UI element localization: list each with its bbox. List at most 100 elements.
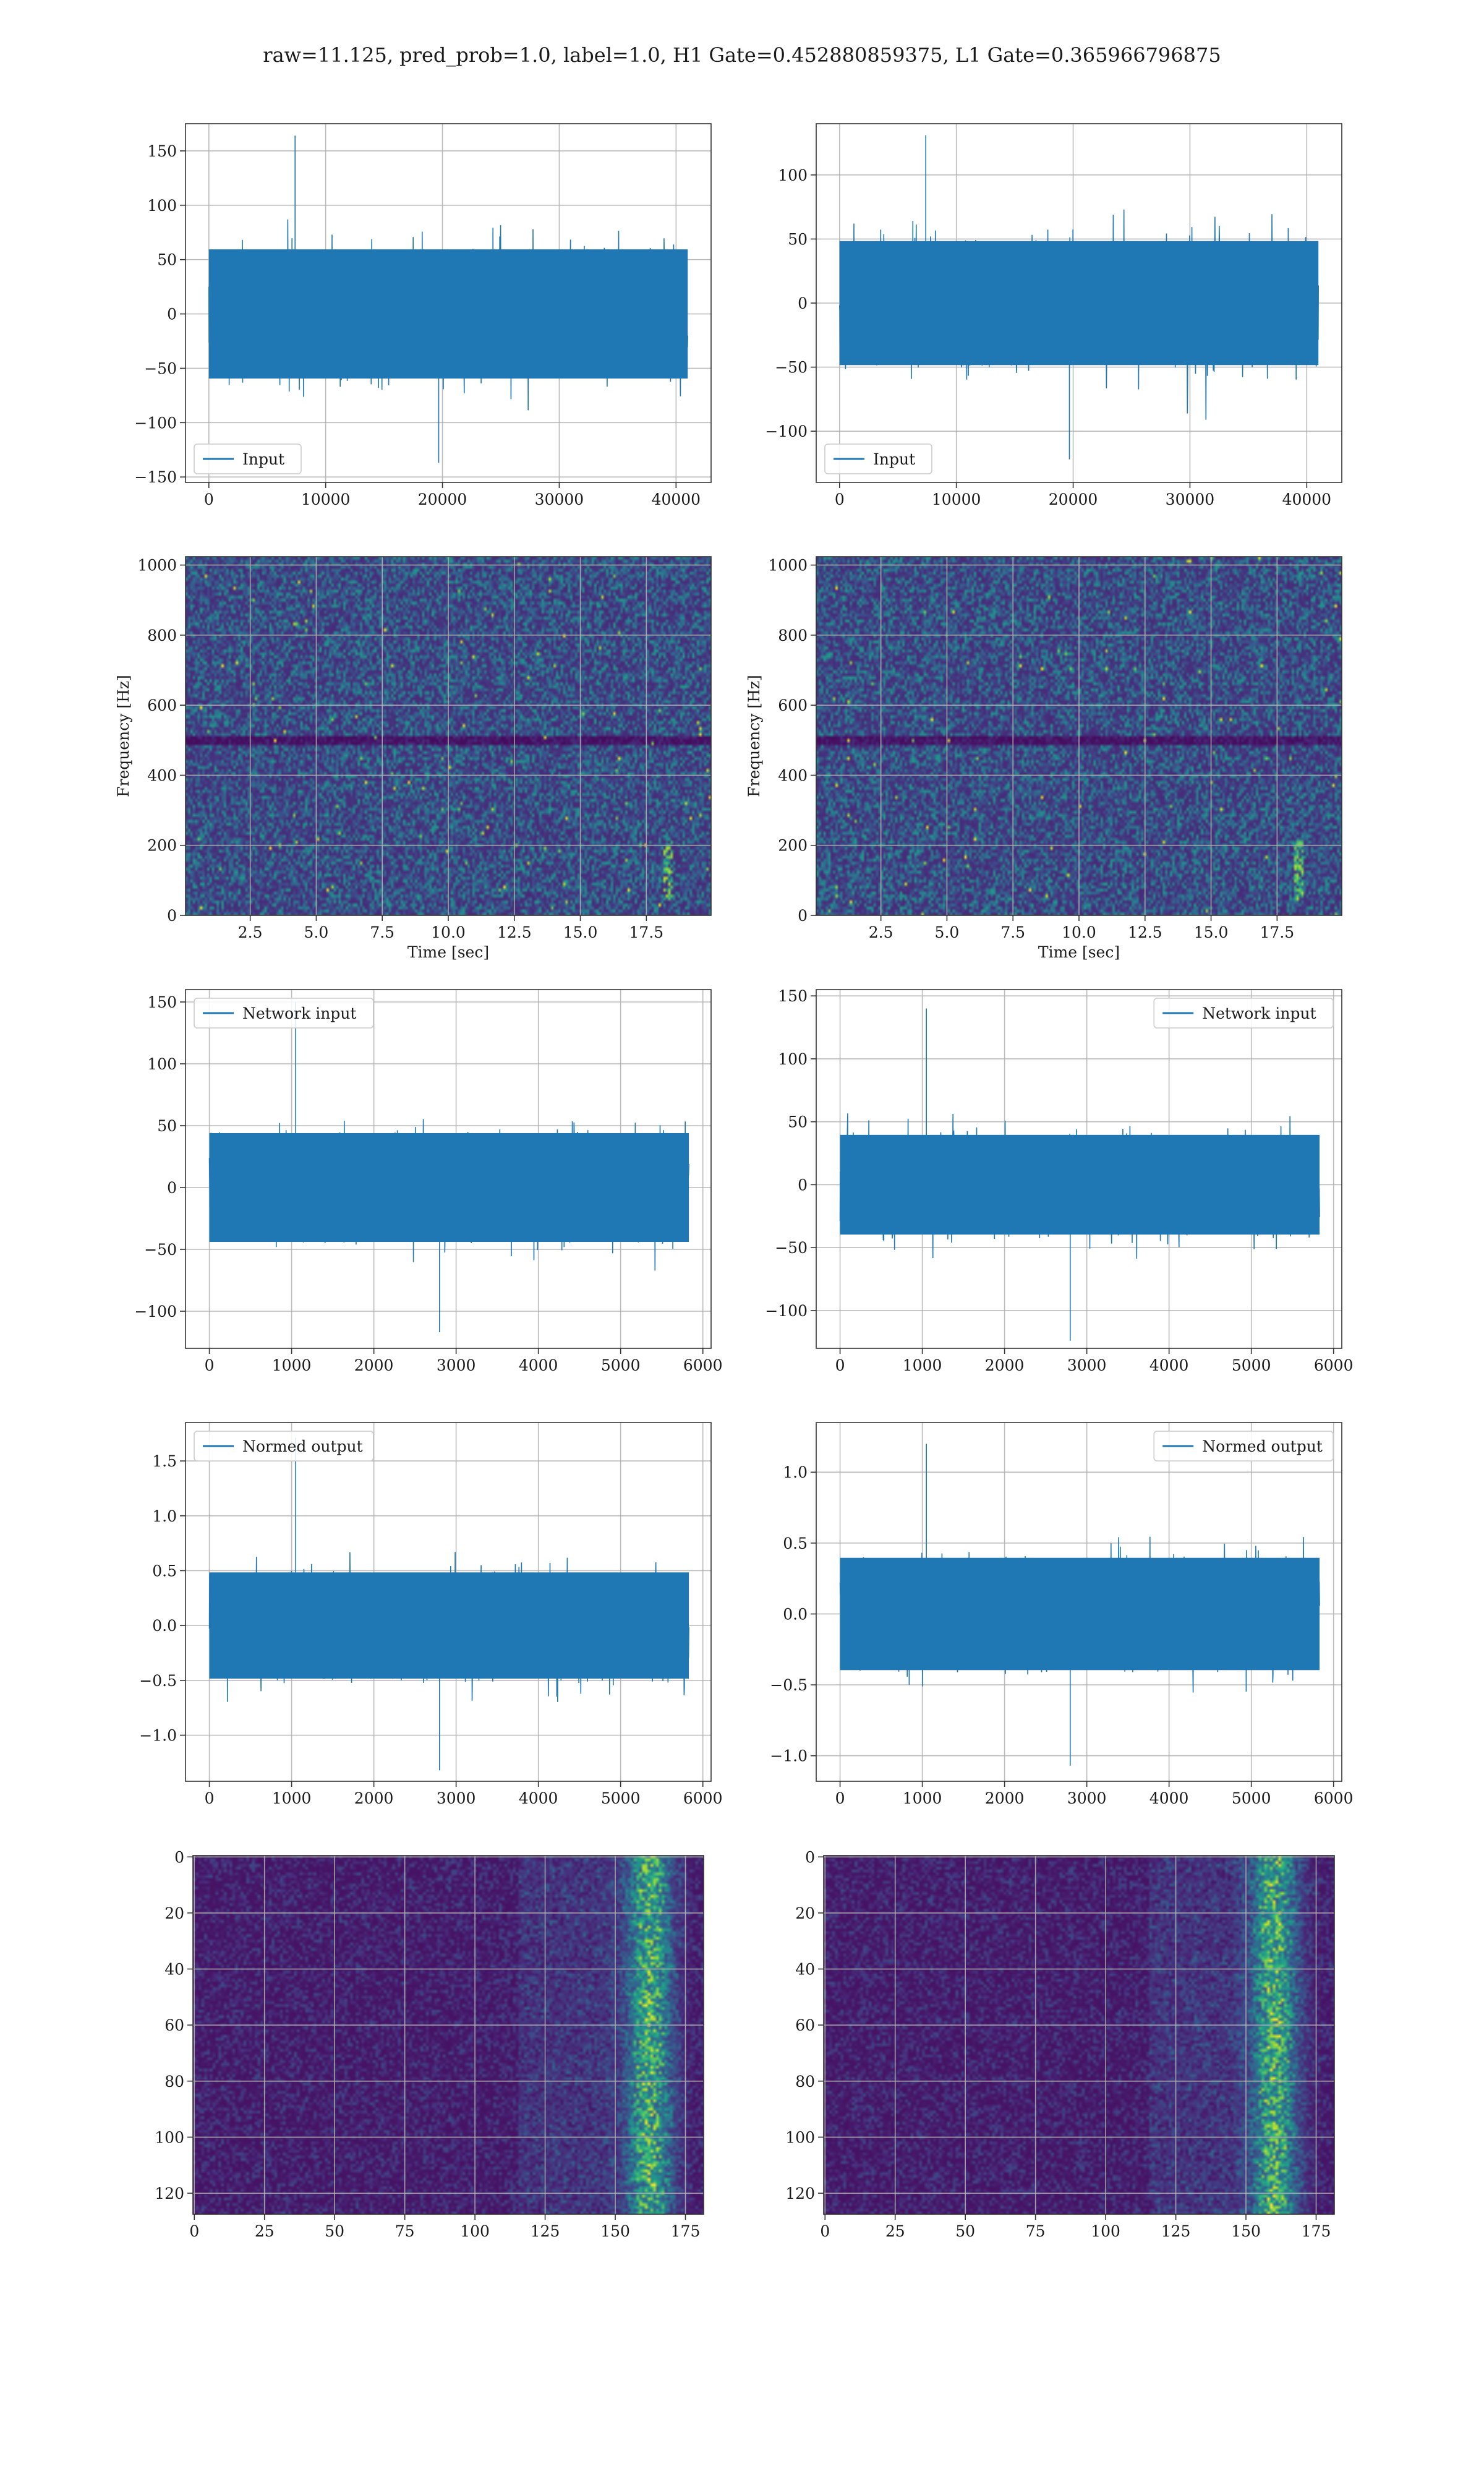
x-tick-label: 0 <box>205 1356 215 1374</box>
series-core <box>839 241 1319 366</box>
x-axis-label: Time [sec] <box>1038 943 1120 961</box>
y-tick-label: 200 <box>778 837 808 855</box>
x-tick-label: 4000 <box>519 1789 558 1807</box>
y-tick-label: −100 <box>765 422 808 440</box>
y-tick-label: 0.5 <box>152 1562 177 1580</box>
y-tick-label: 100 <box>778 1050 808 1068</box>
y-tick-label: −100 <box>134 414 177 432</box>
y-tick-label: 40 <box>795 1961 815 1979</box>
x-tick-label: 17.5 <box>1260 923 1295 941</box>
x-tick-label: 5000 <box>1232 1356 1271 1374</box>
y-tick-label: 20 <box>164 1904 184 1922</box>
x-tick-label: 2000 <box>354 1789 394 1807</box>
y-tick-label: 60 <box>795 2016 815 2034</box>
y-tick-label: 1.5 <box>152 1452 177 1470</box>
x-axis-label: Time [sec] <box>407 943 489 961</box>
legend-label: Normed output <box>242 1437 363 1455</box>
axes-frame <box>816 989 1342 1349</box>
axes-frame <box>185 1422 712 1782</box>
x-tick-label: 0 <box>820 2222 830 2240</box>
y-tick-label: 100 <box>778 166 808 184</box>
x-tick-label: 30000 <box>535 490 584 508</box>
grid-lines <box>824 1856 1334 2214</box>
subplot-r3c2: 0 1000 2000 3000 4000 5000 6000 −100 −50 0 50 100 15… <box>765 987 1353 1374</box>
y-tick-label: 100 <box>147 197 177 215</box>
x-tick-label: 5000 <box>601 1356 641 1374</box>
y-tick-label: 40 <box>164 1961 184 1979</box>
x-tick-label: 7.5 <box>1000 923 1025 941</box>
x-tick-label: 6000 <box>683 1789 723 1807</box>
x-tick-label: 1000 <box>903 1789 942 1807</box>
x-tick-label: 0 <box>189 2222 199 2240</box>
y-tick-label: 200 <box>147 837 177 855</box>
y-tick-label: 50 <box>788 1113 808 1131</box>
subplot-r5c1: 0 25 50 75 100 125 150 175 0 20 40 60 80 100 120 <box>155 1848 704 2240</box>
subplot-r5c2: 0 25 50 75 100 125 150 175 0 20 40 60 80 100 120 <box>785 1848 1335 2240</box>
y-tick-label: 20 <box>795 1904 815 1922</box>
axes-frame <box>192 1855 704 2215</box>
y-tick-label: −150 <box>134 468 177 486</box>
subplot-r4c2: 0 1000 2000 3000 4000 5000 6000 −1.0 −0.5 0.0 0.5 1… <box>770 1422 1354 1807</box>
x-tick-label: 10000 <box>301 490 351 508</box>
y-tick-label: −0.5 <box>770 1676 808 1694</box>
x-tick-label: 10.0 <box>1062 923 1096 941</box>
subplot-r1c1: 0 10000 20000 30000 40000 −150 −100 −50 0 50 100 15… <box>134 123 712 508</box>
subplot-r2c2: 2.5 5.0 7.5 10.0 12.5 15.0 17.5 0 200 400 600 800 10… <box>745 556 1342 961</box>
x-tick-label: 50 <box>955 2222 975 2240</box>
series-core <box>208 249 688 379</box>
axes-frame <box>823 1855 1335 2215</box>
y-tick-label: 50 <box>788 230 808 248</box>
series-core <box>209 1572 689 1679</box>
legend: Input <box>194 443 302 474</box>
y-tick-label: 0 <box>798 907 808 925</box>
y-tick-label: 0.0 <box>152 1617 177 1635</box>
x-tick-label: 5000 <box>601 1789 641 1807</box>
x-tick-label: 10.0 <box>431 923 466 941</box>
x-tick-label: 125 <box>531 2222 560 2240</box>
y-tick-label: 400 <box>147 766 177 784</box>
x-tick-label: 4000 <box>519 1356 558 1374</box>
x-tick-label: 0 <box>835 490 845 508</box>
x-tick-label: 3000 <box>1067 1789 1107 1807</box>
x-tick-label: 7.5 <box>370 923 394 941</box>
legend-label: Normed output <box>1202 1437 1323 1455</box>
legend: Normed output <box>1153 1431 1334 1462</box>
legend: Normed output <box>194 1431 374 1462</box>
y-tick-label: 120 <box>155 2185 184 2202</box>
y-tick-label: −100 <box>134 1303 177 1320</box>
y-tick-label: 0 <box>167 1179 177 1197</box>
heatmap-image <box>824 1856 1334 2214</box>
y-tick-label: −100 <box>765 1302 808 1320</box>
subplot-r2c1: 2.5 5.0 7.5 10.0 12.5 15.0 17.5 0 200 400 600 800 10… <box>114 556 712 961</box>
x-tick-label: 12.5 <box>497 923 532 941</box>
y-tick-label: 1000 <box>768 557 808 575</box>
x-tick-label: 17.5 <box>629 923 664 941</box>
axes-frame <box>185 989 712 1349</box>
axes-frame <box>185 123 712 483</box>
x-tick-label: 0 <box>835 1356 845 1374</box>
x-tick-label: 100 <box>1091 2222 1120 2240</box>
y-tick-label: 120 <box>785 2185 815 2202</box>
subplot-r1c2: 0 10000 20000 30000 40000 −100 −50 0 50 100 Input <box>765 123 1342 508</box>
legend-label: Network input <box>1202 1004 1316 1022</box>
series-core <box>209 1133 689 1242</box>
axes-frame <box>816 1422 1342 1782</box>
y-axis-label: Frequency [Hz] <box>745 675 763 797</box>
y-tick-label: 1.0 <box>783 1463 808 1481</box>
y-tick-label: 0 <box>167 907 177 925</box>
y-axis-label: Frequency [Hz] <box>114 675 132 797</box>
y-tick-label: 1.0 <box>152 1507 177 1525</box>
x-tick-label: 1000 <box>272 1356 312 1374</box>
grid-lines <box>193 1856 704 2214</box>
y-tick-label: −50 <box>144 1241 177 1259</box>
subplot-r4c1: 0 1000 2000 3000 4000 5000 6000 −1.0 −0.5 0.0 0.5 1… <box>139 1422 723 1807</box>
x-tick-label: 150 <box>1231 2222 1261 2240</box>
x-tick-label: 15.0 <box>1194 923 1229 941</box>
y-tick-label: 600 <box>778 696 808 714</box>
x-tick-label: 2000 <box>354 1356 394 1374</box>
heatmap-image <box>193 1856 704 2214</box>
y-tick-label: 50 <box>157 251 177 269</box>
legend-label: Input <box>242 450 284 468</box>
figure-suptitle: raw=11.125, pred_prob=1.0, label=1.0, H1… <box>263 43 1221 67</box>
